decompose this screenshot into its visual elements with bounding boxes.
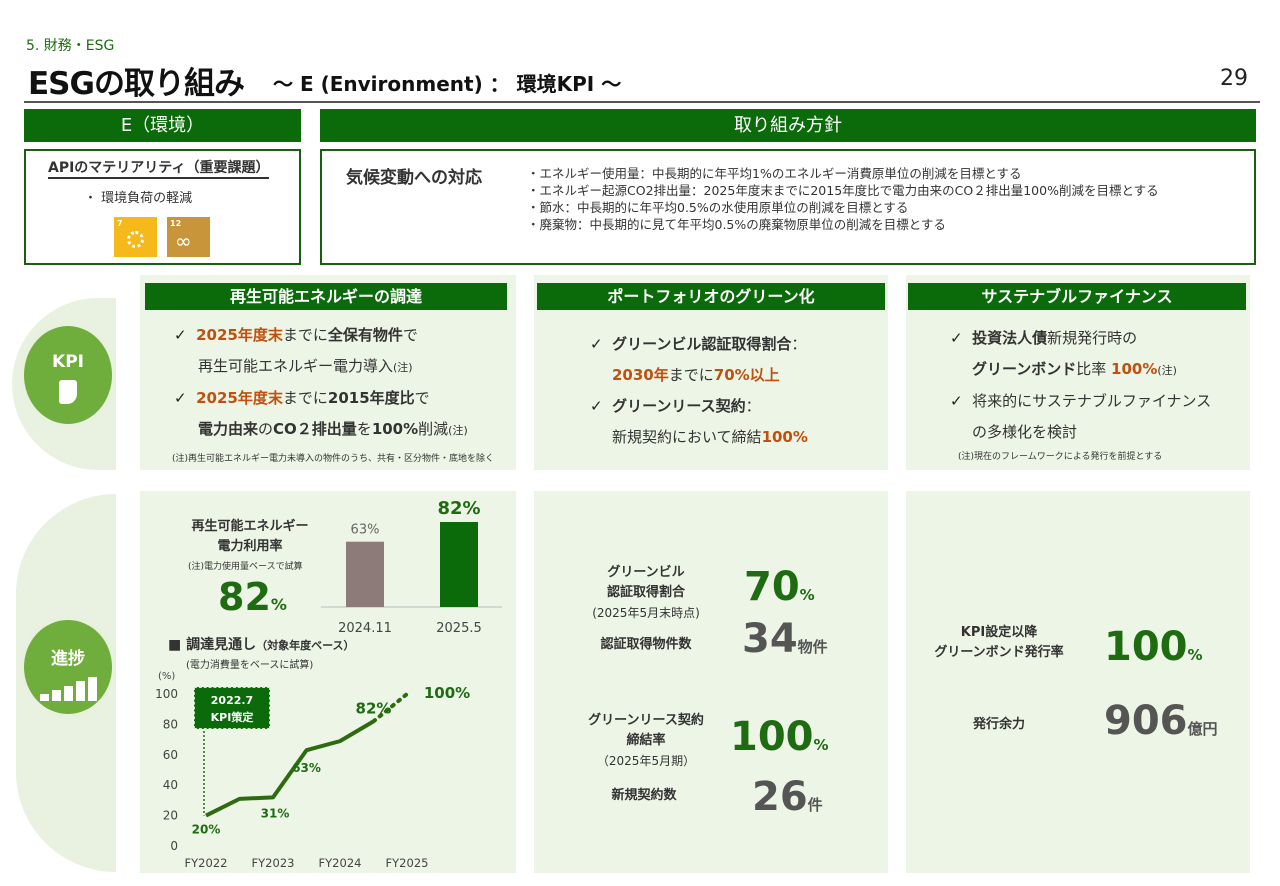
progress-finance-panel: KPI設定以降 グリーンボンド発行率 100% 発行余力 906億円	[906, 491, 1250, 873]
page-subtitle: ～ E (Environment) ： 環境KPI ～	[273, 72, 622, 96]
bar-data-label: 82%	[437, 498, 480, 519]
bar-category-label: 2024.11	[338, 621, 392, 636]
line-data-label: 82%	[356, 699, 392, 717]
progress-green-panel: グリーンビル 認証取得割合 (2025年5月末時点) 70% 認証取得物件数 3…	[534, 491, 888, 873]
y-tick-label: 20	[163, 809, 178, 823]
y-tick-label: 60	[163, 748, 178, 762]
document-icon	[59, 380, 77, 404]
kpi-badge: KPI	[24, 326, 112, 424]
policy-box: 気候変動への対応 ・エネルギー使用量：中長期的に年平均1%のエネルギー消費原単位…	[320, 149, 1256, 265]
new-contracts-label: 新規契約数	[611, 788, 677, 803]
y-tick-label: 100	[155, 687, 178, 701]
sun-icon	[127, 231, 144, 248]
bar	[440, 522, 478, 607]
utilization-label: 再生可能エネルギー 電力利用率	[191, 519, 309, 554]
green-lease-label: グリーンリース契約 締結率 （2025年5月期）	[588, 713, 704, 768]
bar-category-label: 2025.5	[436, 621, 482, 636]
line-data-label: 20%	[192, 823, 221, 837]
policy-theme: 気候変動への対応	[346, 168, 482, 188]
x-tick-label: FY2023	[252, 856, 295, 870]
kpi-badge-label: KPI	[52, 352, 84, 372]
progress-renewable-panel: 再生可能エネルギー 電力利用率 (注)電力使用量ベースで試算 82% 63% 20…	[140, 491, 516, 873]
outlook-line-chart: (%) 0 20 40 60 80 100 FY2022 FY2023 FY2024 FY2025 2…	[155, 671, 470, 870]
green-bldg-value: 70%	[744, 564, 815, 610]
kpi-callout: 2022.7 KPI策定	[194, 687, 270, 729]
green-bond-label: KPI設定以降 グリーンボンド発行率	[934, 625, 1064, 660]
utilization-value: 82%	[218, 575, 287, 619]
utilization-note: (注)電力使用量ベースで試算	[188, 562, 303, 572]
materiality-title: APIのマテリアリティ（重要課題）	[48, 157, 270, 179]
policy-header: 取り組み方針	[320, 109, 1256, 142]
line-data-label: 31%	[261, 806, 290, 820]
outlook-note: (電力消費量をベースに試算)	[186, 660, 314, 671]
green-bldg-label: グリーンビル 認証取得割合 (2025年5月末時点)	[592, 565, 700, 620]
kpi-finance-note: (注)現在のフレームワークによる発行を前提とする	[958, 452, 1163, 462]
green-bond-value: 100%	[1104, 624, 1203, 670]
policy-item: ・エネルギー使用量：中長期的に年平均1%のエネルギー消費原単位の削減を目標とする	[527, 166, 1022, 181]
page-number: 29	[1220, 66, 1248, 91]
section-label: 5. 財務・ESG	[26, 38, 115, 54]
kpi-finance-text: ✓ 投資法人債新規発行時の グリーンボンド比率 100%(注) ✓ 将来的にサス…	[950, 329, 1212, 441]
policy-item: ・節水：中長期的に年平均0.5%の水使用原単位の削減を目標とする	[527, 200, 909, 215]
materiality-box: APIのマテリアリティ（重要課題） ・ 環境負荷の軽減 7 12 ∞	[24, 149, 301, 265]
y-tick-label: 40	[163, 778, 178, 792]
line-data-label: 63%	[292, 761, 321, 775]
green-lease-value: 100%	[730, 714, 829, 760]
y-axis-label: (%)	[158, 671, 175, 682]
outlook-title: ■ 調達見通し（対象年度ベース）	[168, 637, 355, 653]
x-tick-label: FY2022	[185, 856, 228, 870]
new-contracts-value: 26件	[752, 774, 823, 820]
series-line	[205, 719, 375, 818]
kpi-green-text: ✓ グリーンビル認証取得割合： 2030年までに70%以上 ✓ グリーンリース契…	[590, 335, 808, 446]
kpi-renewable-text: ✓ 2025年度末までに全保有物件で 再生可能エネルギー電力導入(注) ✓ 20…	[174, 326, 468, 438]
policy-item: ・エネルギー起源CO2排出量：2025年度末までに2015年度比で電力由来のCO…	[527, 183, 1159, 198]
issuance-capacity-value: 906億円	[1104, 698, 1218, 744]
policy-list: ・エネルギー使用量：中長期的に年平均1%のエネルギー消費原単位の削減を目標とする…	[527, 165, 1159, 233]
kpi-finance-header: サステナブルファイナンス	[908, 283, 1246, 310]
env-header: E（環境）	[24, 109, 301, 142]
utilization-bar-chart: 63% 2024.11 82% 2025.5	[321, 498, 502, 636]
progress-badge: 進捗	[24, 620, 112, 714]
bar	[346, 541, 384, 607]
bar-data-label: 63%	[351, 523, 380, 538]
page-title: ESGの取り組み	[28, 66, 245, 102]
kpi-renewable-header: 再生可能エネルギーの調達	[145, 283, 507, 310]
kpi-finance-panel: サステナブルファイナンス ✓ 投資法人債新規発行時の グリーンボンド比率 100…	[906, 275, 1250, 470]
progress-badge-label: 進捗	[51, 649, 85, 669]
kpi-renewable-panel: 再生可能エネルギーの調達 ✓ 2025年度末までに全保有物件で 再生可能エネルギ…	[140, 275, 516, 470]
bar-chart-icon	[24, 675, 112, 703]
certified-count-label: 認証取得物件数	[600, 637, 692, 652]
policy-item: ・廃棄物：中長期的に見て年平均0.5%の廃棄物原単位の削減を目標とする	[527, 217, 946, 232]
y-tick-label: 80	[163, 717, 178, 731]
x-tick-label: FY2024	[319, 856, 362, 870]
projection-line	[371, 692, 409, 724]
materiality-bullet: ・ 環境負荷の軽減	[84, 191, 193, 206]
issuance-capacity-label: 発行余力	[972, 717, 1025, 732]
y-tick-label: 0	[170, 839, 178, 853]
certified-count-value: 34物件	[742, 616, 828, 662]
sdg-7-icon: 7	[114, 217, 157, 257]
x-tick-label: FY2025	[386, 856, 429, 870]
kpi-green-panel: ポートフォリオのグリーン化 ✓ グリーンビル認証取得割合： 2030年までに70…	[534, 275, 888, 470]
kpi-renewable-note: (注)再生可能エネルギー電力未導入の物件のうち、共有・区分物件・底地を除く	[172, 454, 495, 464]
line-data-label: 100%	[424, 684, 470, 702]
kpi-green-header: ポートフォリオのグリーン化	[537, 283, 885, 310]
infinity-icon: ∞	[175, 229, 192, 253]
header-divider	[24, 101, 1260, 103]
sdg-12-icon: 12 ∞	[167, 217, 210, 257]
